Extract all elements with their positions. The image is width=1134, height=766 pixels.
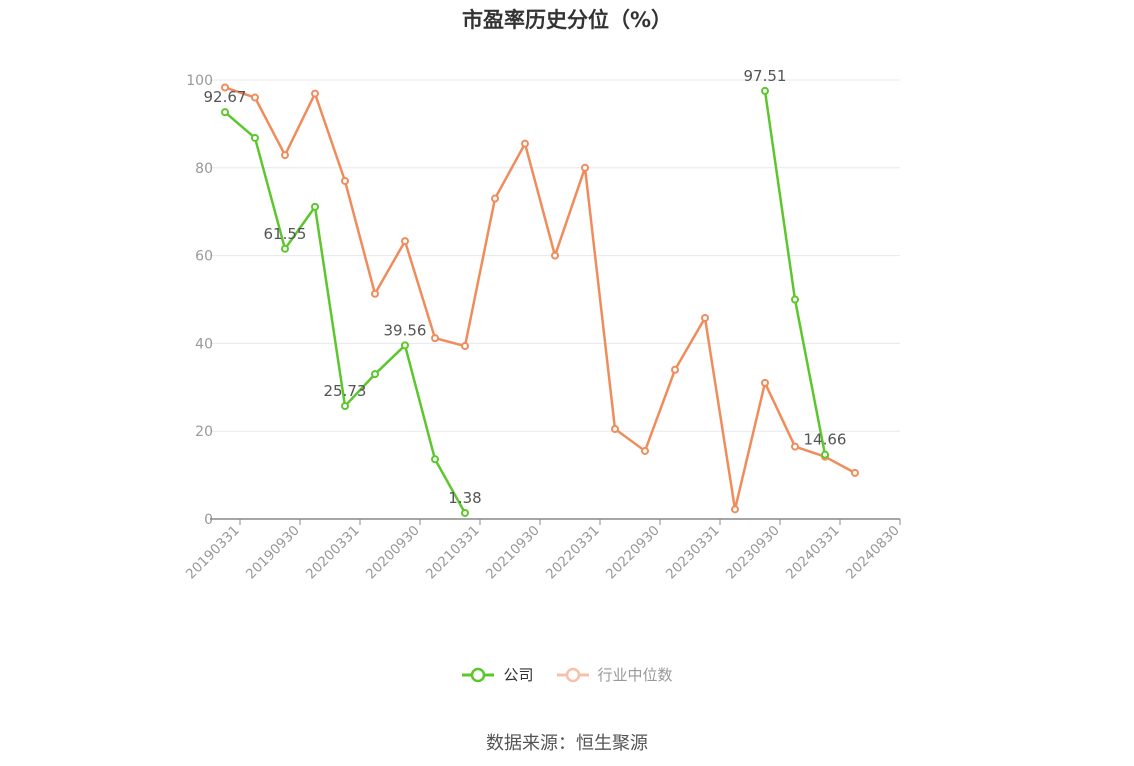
x-tick-label: 20220331	[543, 523, 603, 583]
data-point-1	[851, 468, 859, 477]
data-point-1	[581, 163, 589, 172]
data-point-1	[341, 176, 349, 185]
legend-industry-icon	[556, 667, 589, 682]
data-point-1	[551, 251, 559, 260]
data-point-0	[251, 133, 259, 142]
data-point-1	[401, 237, 409, 246]
series-line-1	[224, 86, 856, 511]
legend-item-company[interactable]: 公司	[461, 664, 534, 685]
x-axis: 20190331 20190930 20200331 20200930 20210331…	[183, 518, 903, 583]
x-tick-label: 20240830	[843, 523, 903, 583]
data-point-1	[431, 334, 439, 343]
data-point-0	[461, 508, 469, 517]
data-point-1	[251, 93, 259, 102]
series-lines	[221, 83, 859, 517]
data-point-0	[341, 402, 349, 411]
y-axis: 0 20 40 60 80 100	[186, 73, 213, 528]
data-labels: 92.67 61.55 25.73 39.56 1.38 97.51 14.66	[204, 67, 847, 507]
data-point-1	[761, 378, 769, 387]
y-tick-label: 100	[186, 73, 213, 89]
x-tick-label: 20190930	[243, 523, 303, 583]
data-point-0	[221, 108, 229, 117]
y-tick-label: 20	[195, 424, 213, 440]
legend-industry-marker	[565, 667, 580, 682]
x-tick-label: 20190331	[183, 523, 243, 583]
y-tick-label: 0	[204, 512, 213, 528]
data-point-1	[491, 194, 499, 203]
x-tick-label: 20200930	[363, 523, 423, 583]
data-label: 1.38	[448, 489, 481, 507]
legend-company-marker	[471, 667, 486, 682]
legend-industry-label: 行业中位数	[597, 666, 673, 684]
data-label: 92.67	[204, 88, 247, 106]
data-point-0	[791, 295, 799, 304]
data-point-1	[461, 342, 469, 351]
x-tick-label: 20210331	[423, 523, 483, 583]
chart-title: 市盈率历史分位（%）	[461, 8, 673, 32]
data-label: 97.51	[744, 67, 787, 85]
data-point-1	[311, 89, 319, 98]
x-tick-label: 20200331	[303, 523, 363, 583]
y-tick-label: 40	[195, 336, 213, 352]
data-point-0	[311, 202, 319, 211]
legend-company-label: 公司	[503, 666, 534, 684]
legend: 公司 行业中位数	[0, 664, 1134, 685]
data-point-0	[431, 455, 439, 464]
data-point-0	[401, 341, 409, 350]
legend-item-industry[interactable]: 行业中位数	[556, 664, 673, 685]
data-source: 数据来源：恒生聚源	[486, 733, 648, 754]
series-line-0	[224, 111, 467, 514]
x-tick-label: 20240331	[783, 523, 843, 583]
data-point-0	[821, 450, 829, 459]
legend-company-icon	[462, 667, 495, 682]
data-point-1	[731, 505, 739, 514]
data-point-1	[701, 313, 709, 322]
data-point-1	[611, 425, 619, 434]
data-label: 14.66	[804, 431, 847, 449]
x-tick-label: 20230331	[663, 523, 723, 583]
data-label: 39.56	[384, 321, 427, 339]
data-point-1	[281, 151, 289, 160]
data-point-1	[641, 446, 649, 455]
data-point-1	[791, 442, 799, 451]
y-tick-label: 60	[195, 249, 213, 265]
data-point-1	[671, 365, 679, 374]
data-point-1	[221, 83, 229, 92]
data-point-0	[761, 86, 769, 95]
y-tick-label: 80	[195, 161, 213, 177]
x-tick-label: 20230930	[723, 523, 783, 583]
data-label: 25.73	[324, 382, 367, 400]
x-tick-label: 20210930	[483, 523, 543, 583]
data-label: 61.55	[264, 225, 307, 243]
data-point-0	[371, 370, 379, 379]
data-point-0	[281, 244, 289, 253]
data-point-1	[371, 289, 379, 298]
data-point-1	[521, 139, 529, 148]
x-tick-label: 20220930	[603, 523, 663, 583]
